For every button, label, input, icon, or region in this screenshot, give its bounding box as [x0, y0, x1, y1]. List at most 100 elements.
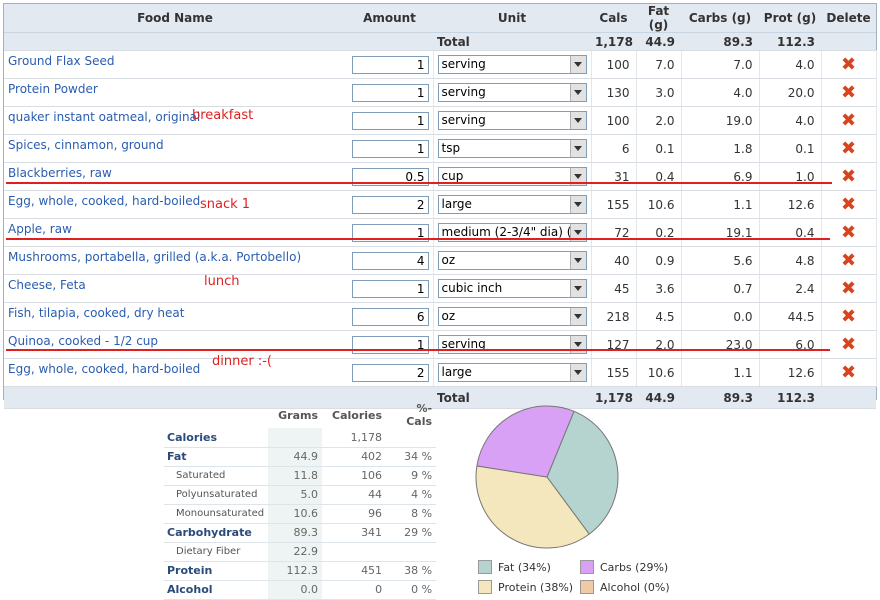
totals-carbs: 89.3 — [681, 386, 759, 409]
unit-select[interactable]: large — [437, 363, 587, 382]
food-name-link[interactable]: Ground Flax Seed — [4, 50, 346, 79]
amount-input[interactable] — [351, 167, 429, 186]
summary-grams: 5.0 — [268, 485, 323, 505]
food-name-link[interactable]: Apple, raw — [4, 218, 346, 247]
carbs-value: 4.0 — [681, 78, 760, 107]
food-name-link[interactable]: Protein Powder — [4, 78, 346, 107]
carbs-value: 1.1 — [681, 190, 760, 219]
delete-x-icon[interactable]: ✖ — [840, 305, 857, 327]
unit-select[interactable]: oz — [437, 251, 587, 270]
legend-label: Protein (38%) — [498, 580, 574, 594]
summary-pct: 34 % — [386, 447, 437, 467]
food-name-link[interactable]: Mushrooms, portabella, grilled (a.k.a. P… — [4, 246, 346, 275]
delete-x-icon[interactable]: ✖ — [840, 361, 857, 383]
chevron-down-icon[interactable] — [569, 168, 586, 185]
prot-value: 4.8 — [759, 246, 822, 275]
unit-select[interactable]: cup — [437, 167, 587, 186]
chevron-down-icon[interactable] — [569, 308, 586, 325]
summary-pct — [386, 542, 437, 562]
unit-select[interactable]: medium (2-3/4" dia) (a — [437, 223, 587, 242]
chevron-down-icon[interactable] — [569, 84, 586, 101]
chevron-down-icon[interactable] — [569, 252, 586, 269]
legend-swatch — [580, 580, 594, 594]
food-row: Quinoa, cooked - 1/2 cup serving 127 2.0… — [4, 330, 877, 359]
delete-x-icon[interactable]: ✖ — [840, 109, 857, 131]
amount-input[interactable] — [351, 223, 429, 242]
delete-x-icon[interactable]: ✖ — [840, 165, 857, 187]
fat-value: 4.5 — [636, 302, 682, 331]
amount-input[interactable] — [351, 139, 429, 158]
unit-select[interactable]: serving — [437, 83, 587, 102]
col-header-delete: Delete — [821, 4, 876, 33]
chevron-down-icon[interactable] — [569, 112, 586, 129]
delete-x-icon[interactable]: ✖ — [840, 81, 857, 103]
summary-label: Protein — [164, 561, 269, 581]
food-name-link[interactable]: Blackberries, raw — [4, 162, 346, 191]
amount-input[interactable] — [351, 363, 429, 382]
amount-input[interactable] — [351, 83, 429, 102]
summary-row: Monounsaturated 10.6 96 8 % — [164, 504, 437, 524]
prot-value: 1.0 — [759, 162, 822, 191]
annotation-dinner: dinner :-( — [212, 354, 272, 369]
food-name-link[interactable]: quaker instant oatmeal, original — [4, 106, 346, 135]
amount-input[interactable] — [351, 279, 429, 298]
cals-value: 72 — [591, 218, 637, 247]
amount-input[interactable] — [351, 195, 429, 214]
chevron-down-icon[interactable] — [569, 364, 586, 381]
chevron-down-icon[interactable] — [569, 224, 586, 241]
unit-value: large — [441, 365, 472, 379]
cals-value: 155 — [591, 358, 637, 387]
unit-select[interactable]: large — [437, 195, 587, 214]
unit-select[interactable]: oz — [437, 307, 587, 326]
delete-x-icon[interactable]: ✖ — [840, 53, 857, 75]
delete-x-icon[interactable]: ✖ — [840, 249, 857, 271]
unit-value: cubic inch — [441, 281, 503, 295]
summary-pct: 9 % — [386, 466, 437, 486]
summary-grams: 0.0 — [268, 580, 323, 600]
fat-value: 10.6 — [636, 190, 682, 219]
totals-label: Total — [433, 32, 591, 51]
summary-header-calories: Calories — [332, 408, 383, 422]
summary-row: Dietary Fiber 22.9 — [164, 542, 437, 562]
summary-pct: 0 % — [386, 580, 437, 600]
amount-input[interactable] — [351, 307, 429, 326]
summary-label: Alcohol — [164, 580, 269, 600]
food-name-link[interactable]: Egg, whole, cooked, hard-boiled — [4, 190, 346, 219]
delete-x-icon[interactable]: ✖ — [840, 333, 857, 355]
food-row: Ground Flax Seed serving 100 7.0 7.0 4.0… — [4, 50, 877, 79]
summary-grams: 10.6 — [268, 504, 323, 524]
unit-select[interactable]: serving — [437, 111, 587, 130]
food-name-link[interactable]: Fish, tilapia, cooked, dry heat — [4, 302, 346, 331]
chevron-down-icon[interactable] — [569, 56, 586, 73]
summary-grams: 44.9 — [268, 447, 323, 467]
delete-x-icon[interactable]: ✖ — [840, 221, 857, 243]
carbs-value: 7.0 — [681, 50, 760, 79]
food-name-link[interactable]: Spices, cinnamon, ground — [4, 134, 346, 163]
unit-select[interactable]: cubic inch — [437, 279, 587, 298]
unit-value: oz — [441, 309, 456, 323]
totals-prot: 112.3 — [759, 32, 821, 51]
chevron-down-icon[interactable] — [569, 140, 586, 157]
prot-value: 44.5 — [759, 302, 822, 331]
summary-calories: 0 — [322, 580, 387, 600]
delete-x-icon[interactable]: ✖ — [840, 193, 857, 215]
legend-label: Fat (34%) — [498, 560, 551, 574]
food-name-link[interactable]: Quinoa, cooked - 1/2 cup — [4, 330, 346, 359]
food-name-link[interactable]: Cheese, Feta — [4, 274, 346, 303]
unit-value: medium (2-3/4" dia) (a — [441, 225, 579, 239]
unit-select[interactable]: tsp — [437, 139, 587, 158]
chevron-down-icon[interactable] — [569, 336, 586, 353]
food-name-link[interactable]: Egg, whole, cooked, hard-boiled — [4, 358, 346, 387]
chevron-down-icon[interactable] — [569, 280, 586, 297]
amount-input[interactable] — [351, 251, 429, 270]
food-row: Egg, whole, cooked, hard-boiled large 15… — [4, 358, 877, 387]
food-row: quaker instant oatmeal, original serving… — [4, 106, 877, 135]
pie-slice-fat — [546, 410, 619, 535]
amount-input[interactable] — [351, 55, 429, 74]
chevron-down-icon[interactable] — [569, 196, 586, 213]
unit-select[interactable]: serving — [437, 55, 587, 74]
delete-x-icon[interactable]: ✖ — [840, 277, 857, 299]
unit-select[interactable]: serving — [437, 335, 587, 354]
amount-input[interactable] — [351, 111, 429, 130]
delete-x-icon[interactable]: ✖ — [840, 137, 857, 159]
